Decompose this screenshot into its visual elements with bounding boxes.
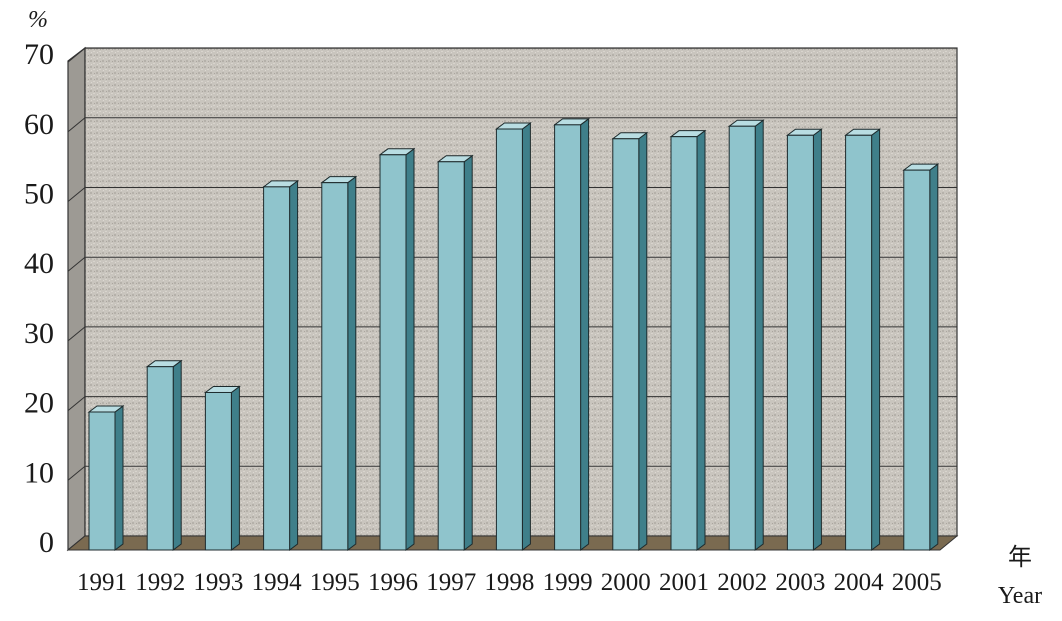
y-axis-unit: % [28,7,48,33]
x-tick-label: 2001 [659,569,709,596]
x-tick-label: 2005 [892,569,942,596]
y-tick-label: 60 [24,108,54,141]
x-tick-label: 2002 [717,569,767,596]
bar [320,175,358,551]
bar [844,128,882,551]
x-tick-label: 2003 [775,569,825,596]
bar [494,122,532,551]
bar [669,129,707,551]
y-tick-label: 30 [24,317,54,350]
x-tick-label: 1994 [252,569,303,596]
x-axis-label-en: Year [998,583,1042,609]
y-tick-label: 50 [24,178,54,211]
y-axis-ticks: 0 10 20 30 40 50 60 70 [24,38,54,559]
x-axis-ticks: 1991 1992 1993 1994 1995 1996 1997 1998 1999 2000… [77,569,942,596]
bar [611,131,649,551]
side-wall [67,46,86,552]
x-tick-label: 1993 [193,569,243,596]
x-tick-label: 1996 [368,569,418,596]
bar [145,359,183,551]
bars [87,117,940,551]
x-tick-label: 1995 [310,569,360,596]
x-tick-label: 2004 [834,569,885,596]
y-tick-label: 10 [24,456,54,489]
x-tick-label: 1992 [135,569,185,596]
bar [262,179,300,551]
x-tick-label: 2000 [601,569,651,596]
x-tick-label: 1991 [77,569,127,596]
y-tick-label: 20 [24,387,54,420]
x-tick-label: 1999 [543,569,593,596]
bar [436,154,474,551]
x-axis-label-cn: 年 [1008,544,1032,571]
bar [902,163,940,551]
bar [378,147,416,551]
y-tick-label: 40 [24,247,54,280]
bar [87,404,125,551]
bar [785,128,823,551]
bar [553,117,591,551]
y-tick-label: 0 [39,526,54,559]
y-tick-label: 70 [24,38,54,71]
x-tick-label: 1997 [426,569,476,596]
bar [727,119,765,551]
bar [203,385,241,551]
gridline [67,117,957,133]
x-tick-label: 1998 [484,569,534,596]
gridline [67,47,957,63]
